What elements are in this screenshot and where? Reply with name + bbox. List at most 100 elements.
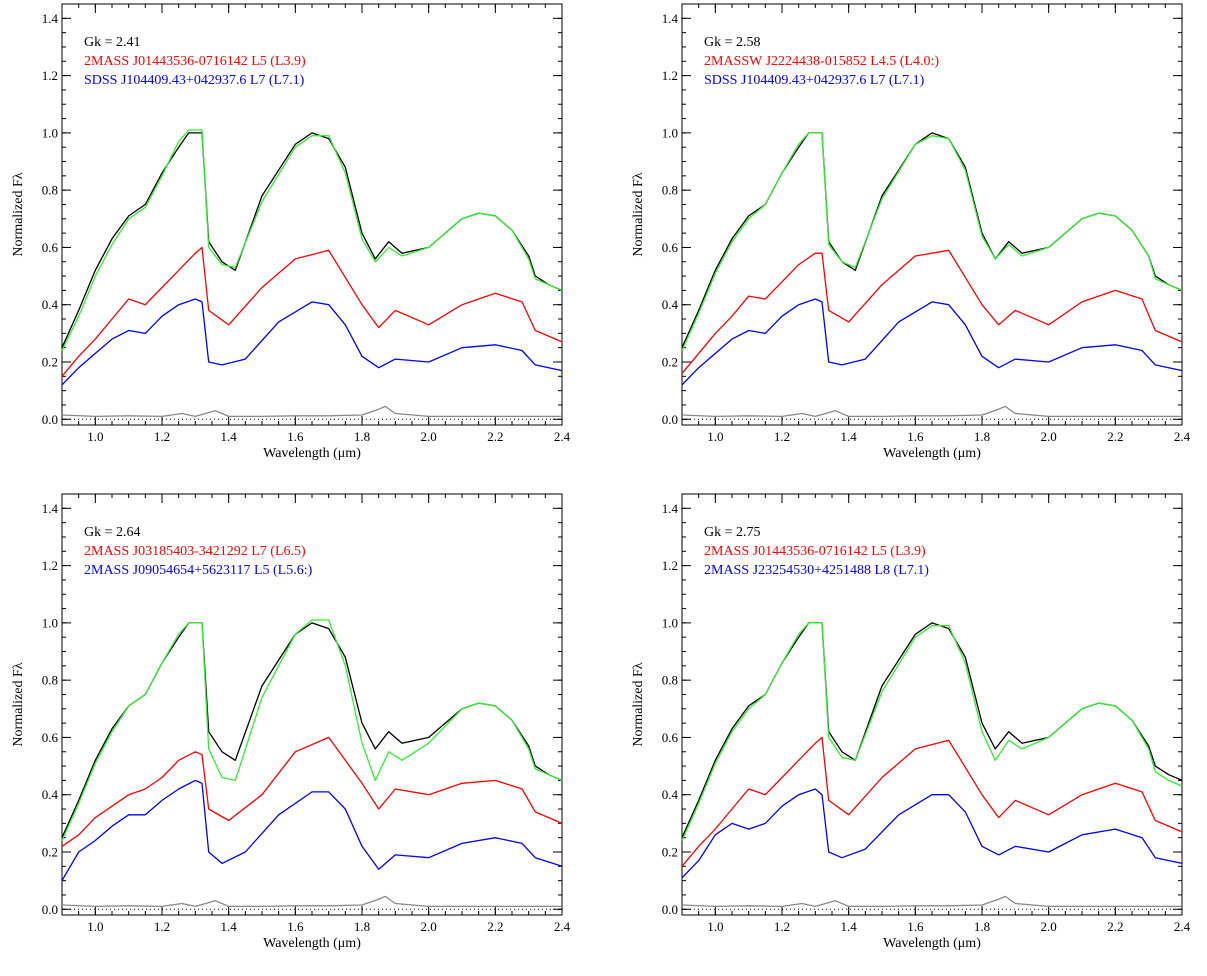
series-black-spectrum [61, 622, 563, 838]
x-tick-label: 2.2 [487, 919, 503, 934]
y-tick-label: 0.4 [662, 787, 679, 802]
annotation-line-3: SDSS J104409.43+042937.6 L7 (L7.1) [704, 73, 925, 88]
x-tick-label: 2.2 [487, 429, 503, 444]
chart-panel-top-right: 1.0 1.2 1.4 1.6 1.8 2.0 2.2 2.4 0.0 0.2 0.4 0.6 0.8 1… [631, 3, 1191, 461]
y-tick-label: 0.2 [662, 354, 678, 369]
y-axis-label: Normalized Fλ [11, 662, 26, 746]
chart-panel-top-left: 1.0 1.2 1.4 1.6 1.8 2.0 2.2 2.4 0.0 0.2 0.4 0.6 0.8 1… [11, 3, 571, 461]
series-red-template [681, 249, 1183, 374]
x-tick-label: 2.2 [1107, 429, 1123, 444]
x-tick-label: 2.0 [421, 429, 437, 444]
series-gray-noise [61, 895, 562, 908]
series-red-template [681, 736, 1183, 867]
x-tick-label: 1.2 [154, 919, 170, 934]
y-tick-label: 0.2 [42, 354, 58, 369]
y-tick-label: 0.8 [662, 673, 678, 688]
series-black-spectrum [681, 622, 1183, 838]
series-green-fit [681, 132, 1183, 351]
x-tick-label: 1.0 [707, 429, 723, 444]
x-tick-label: 1.8 [354, 919, 370, 934]
y-tick-label: 1.0 [42, 615, 58, 630]
x-axis-label: Wavelength (μm) [883, 446, 981, 461]
series-green-fit [681, 622, 1183, 841]
x-tick-label: 2.4 [554, 429, 571, 444]
series-blue-template [681, 298, 1183, 386]
annotation-line-1: Gk = 2.75 [704, 525, 761, 540]
x-tick-label: 1.4 [221, 919, 238, 934]
y-tick-label: 0.4 [662, 297, 679, 312]
y-tick-label: 0.2 [42, 844, 58, 859]
y-tick-label: 0.0 [42, 902, 58, 917]
series-gray-noise [681, 405, 1182, 418]
y-tick-label: 0.0 [662, 902, 678, 917]
y-tick-label: 1.4 [42, 501, 59, 516]
y-tick-label: 1.0 [662, 125, 678, 140]
series-blue-template [61, 779, 563, 881]
y-tick-label: 1.0 [42, 125, 58, 140]
x-axis-label: Wavelength (μm) [263, 446, 361, 461]
y-tick-label: 0.8 [42, 183, 58, 198]
x-tick-label: 1.2 [774, 919, 790, 934]
x-tick-label: 1.4 [841, 429, 858, 444]
x-tick-label: 1.4 [841, 919, 858, 934]
y-tick-label: 0.6 [42, 240, 59, 255]
x-tick-label: 1.0 [707, 919, 723, 934]
x-tick-label: 1.4 [221, 429, 238, 444]
x-tick-label: 2.0 [421, 919, 437, 934]
y-tick-label: 0.0 [662, 412, 678, 427]
x-tick-label: 2.0 [1041, 429, 1057, 444]
x-tick-label: 1.6 [907, 919, 924, 934]
x-tick-label: 1.0 [87, 919, 103, 934]
y-tick-label: 1.2 [42, 558, 58, 573]
series-green-fit [61, 129, 563, 351]
series-blue-template [681, 788, 1183, 879]
y-tick-label: 0.6 [42, 730, 59, 745]
series-black-spectrum [61, 132, 563, 348]
series-gray-noise [681, 895, 1182, 908]
annotation-line-1: Gk = 2.58 [704, 35, 761, 50]
x-tick-label: 1.2 [774, 429, 790, 444]
y-tick-label: 1.0 [662, 615, 678, 630]
y-tick-label: 1.4 [42, 11, 59, 26]
x-tick-label: 1.6 [907, 429, 924, 444]
series-green-fit [61, 619, 563, 841]
annotation-line-1: Gk = 2.41 [84, 35, 141, 50]
y-tick-label: 0.0 [42, 412, 58, 427]
x-tick-label: 2.4 [554, 919, 571, 934]
annotation-line-3: 2MASS J09054654+5623117 L5 (L5.6:) [84, 563, 313, 578]
y-tick-label: 1.2 [662, 68, 678, 83]
annotation-line-2: 2MASS J01443536-0716142 L5 (L3.9) [84, 54, 306, 69]
y-tick-label: 1.4 [662, 501, 679, 516]
y-tick-label: 0.8 [662, 183, 678, 198]
x-axis-label: Wavelength (μm) [263, 936, 361, 951]
y-tick-label: 0.6 [662, 240, 679, 255]
chart-panel-bottom-left: 1.0 1.2 1.4 1.6 1.8 2.0 2.2 2.4 0.0 0.2 0.4 0.6 0.8 1… [11, 493, 571, 951]
x-axis-label: Wavelength (μm) [883, 936, 981, 951]
y-tick-label: 0.2 [662, 844, 678, 859]
y-axis-label: Normalized Fλ [631, 172, 646, 256]
annotation-line-3: SDSS J104409.43+042937.6 L7 (L7.1) [84, 73, 305, 88]
series-black-spectrum [681, 132, 1183, 348]
y-axis-label: Normalized Fλ [631, 662, 646, 746]
x-tick-label: 2.2 [1107, 919, 1123, 934]
x-tick-label: 1.6 [287, 919, 304, 934]
series-red-template [61, 246, 563, 377]
y-tick-label: 0.4 [42, 787, 59, 802]
annotation-line-2: 2MASS J01443536-0716142 L5 (L3.9) [704, 544, 926, 559]
y-tick-label: 1.4 [662, 11, 679, 26]
x-tick-label: 2.4 [1174, 429, 1191, 444]
y-tick-label: 1.2 [42, 68, 58, 83]
x-tick-label: 1.8 [974, 919, 990, 934]
annotation-line-2: 2MASS J03185403-3421292 L7 (L6.5) [84, 544, 306, 559]
chart-panel-bottom-right: 1.0 1.2 1.4 1.6 1.8 2.0 2.2 2.4 0.0 0.2 0.4 0.6 0.8 1… [631, 493, 1191, 951]
x-tick-label: 1.8 [354, 429, 370, 444]
x-tick-label: 1.2 [154, 429, 170, 444]
y-tick-label: 0.4 [42, 297, 59, 312]
x-tick-label: 2.4 [1174, 919, 1191, 934]
x-tick-label: 2.0 [1041, 919, 1057, 934]
x-tick-label: 1.8 [974, 429, 990, 444]
x-tick-label: 1.6 [287, 429, 304, 444]
y-tick-label: 0.6 [662, 730, 679, 745]
x-tick-label: 1.0 [87, 429, 103, 444]
